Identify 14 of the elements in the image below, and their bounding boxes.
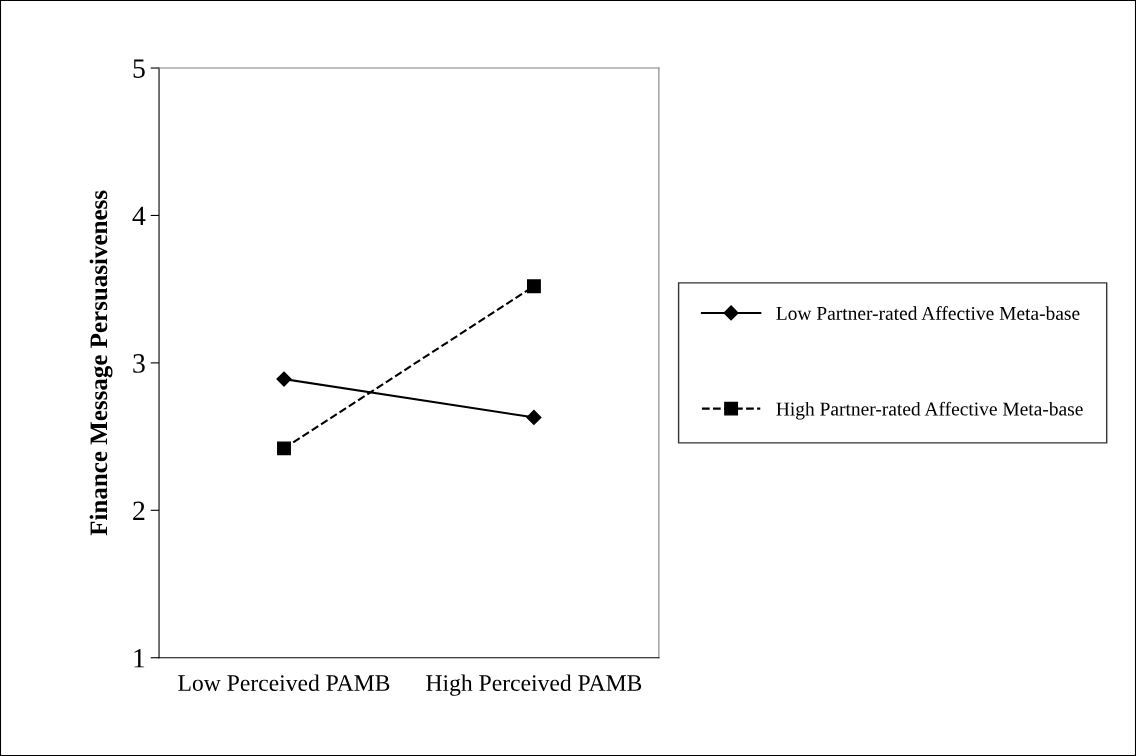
y-tick-label: 1 xyxy=(134,649,145,668)
legend-label: High Partner-rated Affective Meta-base xyxy=(776,401,1083,420)
x-tick-label: High Perceived PAMB xyxy=(426,674,642,696)
point xyxy=(276,371,292,387)
y-tick-label: 4 xyxy=(132,206,146,226)
y-tick-label: 3 xyxy=(133,354,145,373)
y-tick-label: 2 xyxy=(133,501,145,520)
x-tick-label: Low Perceived PAMB xyxy=(178,674,390,691)
point xyxy=(277,441,291,456)
y-axis-title: Finance Message Persuasiveness xyxy=(89,190,113,536)
legend-label: Low Partner-rated Affective Meta-base xyxy=(776,306,1080,320)
point xyxy=(526,279,541,294)
point xyxy=(526,409,542,425)
y-tick-label: 5 xyxy=(133,59,145,78)
